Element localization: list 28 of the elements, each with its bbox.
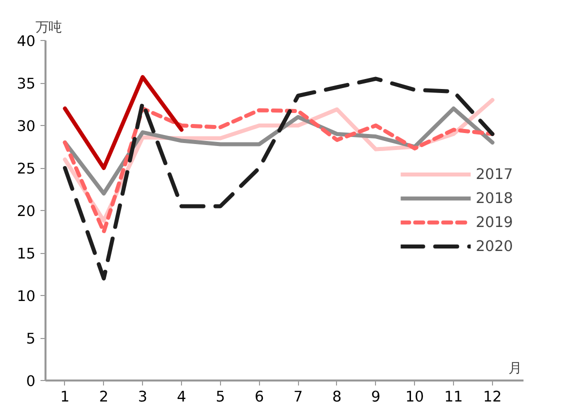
x-tick-label: 11 xyxy=(444,388,463,406)
x-tick-label: 6 xyxy=(254,388,264,406)
y-axis-title: 万吨 xyxy=(36,20,62,36)
y-tick-label: 35 xyxy=(16,76,36,92)
x-tick-label: 2 xyxy=(99,388,108,406)
y-tick-label: 25 xyxy=(16,160,36,178)
x-tick-label: 5 xyxy=(216,388,226,406)
x-tick-label: 1 xyxy=(60,388,70,406)
legend-label: 2017 xyxy=(476,166,513,182)
x-tick-label: 9 xyxy=(371,388,380,406)
x-tick-label: 12 xyxy=(483,388,502,406)
y-tick-label: 10 xyxy=(16,288,36,305)
legend-label: 2019 xyxy=(476,214,513,230)
x-tick-label: 10 xyxy=(405,388,424,406)
y-tick-label: 20 xyxy=(16,203,36,220)
legend-label: 2018 xyxy=(476,190,513,206)
legend-label: 2020 xyxy=(476,238,513,254)
x-axis-title: 月 xyxy=(508,362,522,376)
y-tick-label: 5 xyxy=(26,330,36,348)
x-tick-label: 8 xyxy=(332,388,342,406)
x-tick-label: 4 xyxy=(176,388,186,406)
y-tick-label: 40 xyxy=(16,33,36,50)
line-series xyxy=(62,75,184,170)
y-tick-label: 30 xyxy=(16,118,36,135)
y-tick-label: 0 xyxy=(26,373,36,390)
y-tick-label: 15 xyxy=(16,246,36,262)
x-tick-label: 7 xyxy=(293,388,303,406)
x-tick-label: 3 xyxy=(138,388,148,406)
